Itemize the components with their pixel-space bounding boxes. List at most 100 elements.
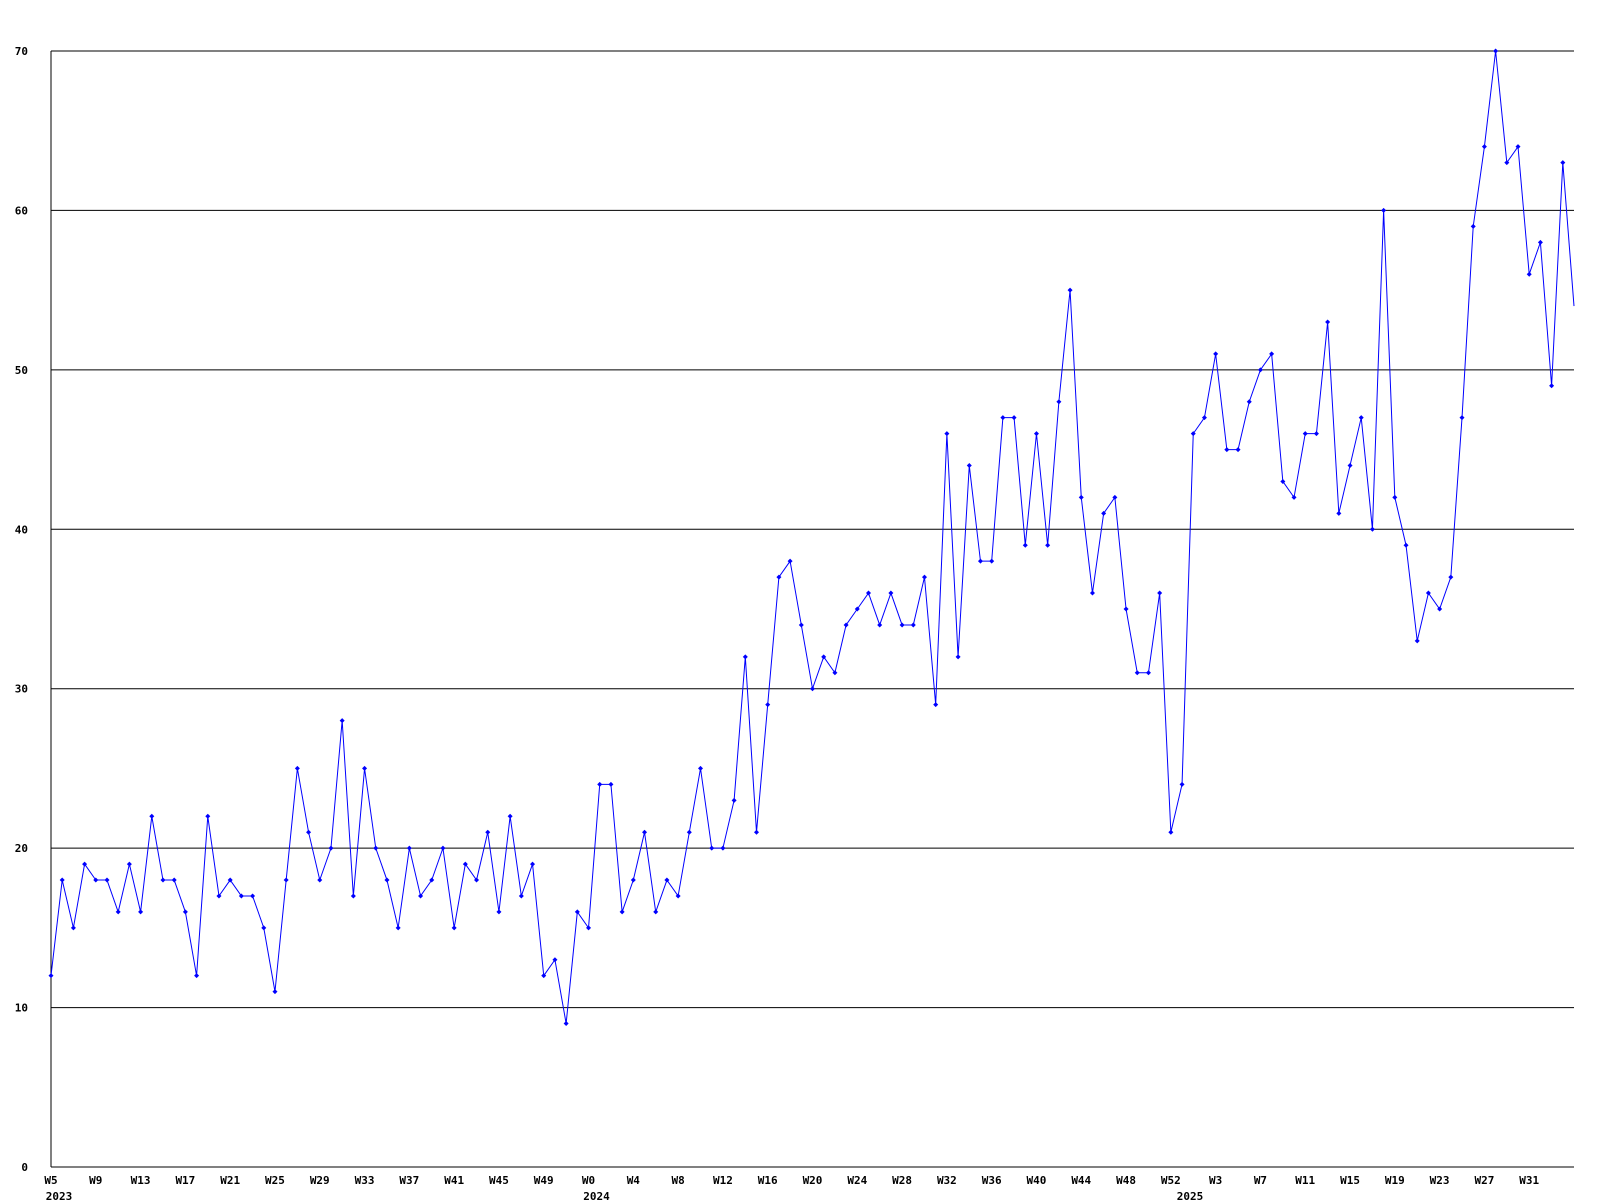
data-marker	[1168, 829, 1174, 835]
data-marker	[1089, 590, 1095, 596]
data-marker	[1246, 399, 1252, 405]
data-marker	[843, 622, 849, 628]
data-marker	[1101, 510, 1107, 516]
data-marker	[48, 973, 54, 979]
data-marker	[317, 877, 323, 883]
data-marker	[686, 829, 692, 835]
y-tick-label: 30	[15, 683, 28, 696]
data-marker	[776, 574, 782, 580]
data-marker	[1549, 383, 1555, 389]
data-marker	[933, 702, 939, 708]
data-marker	[888, 590, 894, 596]
data-marker	[675, 893, 681, 899]
data-marker	[1078, 494, 1084, 500]
data-marker	[1493, 48, 1499, 54]
data-marker	[160, 877, 166, 883]
data-marker	[395, 925, 401, 931]
x-tick-label: W44	[1071, 1174, 1091, 1187]
data-marker	[182, 909, 188, 915]
data-marker	[1235, 447, 1241, 453]
data-marker	[619, 909, 625, 915]
data-marker	[115, 909, 121, 915]
x-tick-label: W4	[627, 1174, 641, 1187]
data-marker	[854, 606, 860, 612]
data-marker	[1045, 542, 1051, 548]
data-marker	[507, 813, 513, 819]
x-year-label: 2025	[1177, 1190, 1204, 1200]
data-marker	[406, 845, 412, 851]
data-marker	[429, 877, 435, 883]
data-marker	[1134, 670, 1140, 676]
data-marker	[1000, 415, 1006, 421]
data-marker	[1403, 542, 1409, 548]
y-tick-label: 40	[15, 523, 28, 536]
data-marker	[1526, 271, 1532, 277]
data-marker	[653, 909, 659, 915]
data-marker	[731, 797, 737, 803]
data-marker	[709, 845, 715, 851]
data-marker	[1336, 510, 1342, 516]
data-marker	[1313, 431, 1319, 437]
data-marker	[1213, 351, 1219, 357]
data-marker	[1280, 478, 1286, 484]
x-tick-label: W52	[1161, 1174, 1181, 1187]
data-marker	[1425, 590, 1431, 596]
y-tick-label: 70	[15, 45, 28, 58]
data-marker	[1392, 494, 1398, 500]
data-marker	[720, 845, 726, 851]
x-tick-label: W28	[892, 1174, 912, 1187]
data-marker	[1145, 670, 1151, 676]
data-line	[50, 50, 1575, 1024]
data-marker	[283, 877, 289, 883]
x-tick-label: W3	[1209, 1174, 1222, 1187]
data-marker	[586, 925, 592, 931]
data-marker	[1537, 239, 1543, 245]
data-marker	[1190, 431, 1196, 437]
data-marker	[306, 829, 312, 835]
data-marker	[1515, 144, 1521, 150]
x-tick-label: W31	[1519, 1174, 1539, 1187]
x-tick-label: W17	[175, 1174, 195, 1187]
data-marker	[1381, 207, 1387, 213]
data-marker	[238, 893, 244, 899]
data-marker	[608, 781, 614, 787]
data-marker	[384, 877, 390, 883]
data-marker	[642, 829, 648, 835]
data-marker	[1470, 223, 1476, 229]
data-marker	[530, 861, 536, 867]
data-marker	[1347, 463, 1353, 469]
x-tick-label: W41	[444, 1174, 464, 1187]
x-tick-label: W48	[1116, 1174, 1136, 1187]
data-marker	[440, 845, 446, 851]
data-marker	[910, 622, 916, 628]
data-marker	[261, 925, 267, 931]
data-marker	[563, 1021, 569, 1027]
x-tick-label: W0	[582, 1174, 595, 1187]
data-marker	[630, 877, 636, 883]
x-year-label: 2023	[46, 1190, 73, 1200]
data-marker	[1437, 606, 1443, 612]
data-marker	[955, 654, 961, 660]
data-marker	[1201, 415, 1207, 421]
data-marker	[250, 893, 256, 899]
data-marker	[574, 909, 580, 915]
x-tick-label: W29	[310, 1174, 330, 1187]
data-marker	[787, 558, 793, 564]
x-tick-label: W20	[803, 1174, 823, 1187]
data-marker	[362, 765, 368, 771]
data-marker	[1504, 160, 1510, 166]
data-marker	[1067, 287, 1073, 293]
data-marker	[1011, 415, 1017, 421]
data-marker	[1369, 526, 1375, 532]
x-tick-label: W37	[399, 1174, 419, 1187]
data-marker	[977, 558, 983, 564]
data-marker	[485, 829, 491, 835]
data-marker	[742, 654, 748, 660]
data-marker	[1179, 781, 1185, 787]
y-tick-label: 10	[15, 1002, 28, 1015]
data-marker	[474, 877, 480, 883]
data-marker	[1257, 367, 1263, 373]
data-marker	[272, 989, 278, 995]
data-marker	[1448, 574, 1454, 580]
